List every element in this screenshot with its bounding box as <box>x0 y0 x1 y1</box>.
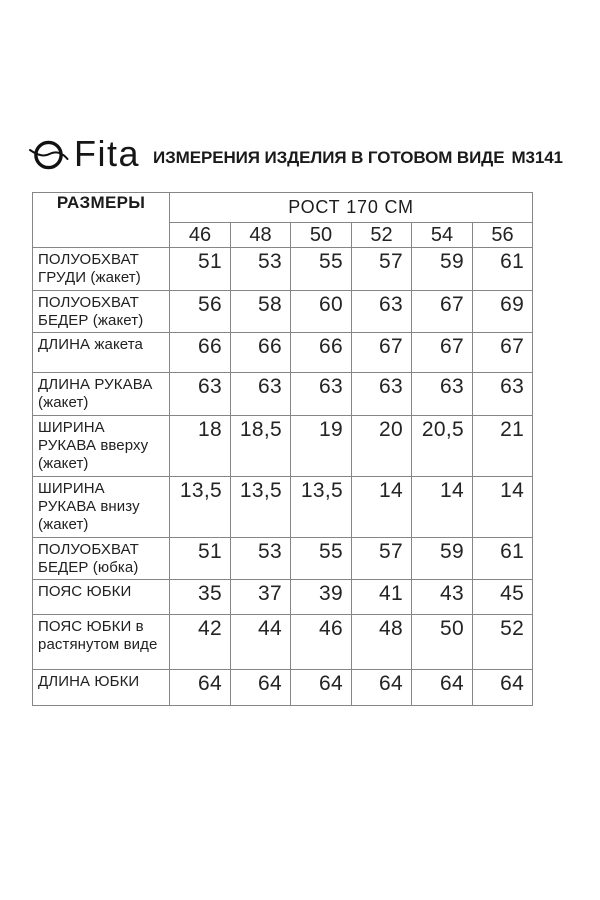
model-code: М3141 <box>511 147 563 167</box>
cell-value: 59 <box>411 536 473 581</box>
cell-value: 64 <box>290 669 352 707</box>
cell-value: 46 <box>290 614 352 671</box>
table-row: ПОЛУОБХВАТ ГРУДИ (жакет) 51 53 55 57 59 61 <box>32 247 534 291</box>
cell-value: 21 <box>471 414 534 477</box>
table-row: ПОЛУОБХВАТ БЕДЕР (жакет) 56 58 60 63 67 69 <box>32 289 534 334</box>
cell-value: 64 <box>169 669 231 707</box>
cell-value: 20,5 <box>411 414 473 477</box>
cell-value: 45 <box>471 579 534 616</box>
table-row: ШИРИНА РУКАВА внизу (жакет) 13,5 13,5 13,5 1… <box>32 475 534 538</box>
cell-value: 14 <box>351 475 412 538</box>
size-column-header: 54 <box>411 222 473 248</box>
row-label: ПОЛУОБХВАТ БЕДЕР (жакет) <box>32 289 170 334</box>
cell-value: 61 <box>471 536 534 581</box>
cell-value: 43 <box>411 579 473 616</box>
row-label: ПОЯС ЮБКИ в растянутом виде <box>32 614 170 671</box>
cell-value: 42 <box>169 614 231 671</box>
table-row: ДЛИНА ЮБКИ 64 64 64 64 64 64 <box>32 669 534 707</box>
cell-value: 58 <box>230 289 291 334</box>
table-header-row: РАЗМЕРЫ РОСТ 170 СМ <box>32 192 534 248</box>
row-label: ПОЯС ЮБКИ <box>32 579 170 616</box>
cell-value: 51 <box>169 536 231 581</box>
cell-value: 13,5 <box>290 475 352 538</box>
cell-value: 63 <box>471 372 534 416</box>
brand-name: Fita <box>74 133 141 174</box>
cell-value: 57 <box>351 536 412 581</box>
cell-value: 67 <box>411 289 473 334</box>
cell-value: 13,5 <box>169 475 231 538</box>
size-column-header: 46 <box>169 222 231 248</box>
table-row: ШИРИНА РУКАВА вверху (жакет) 18 18,5 19 20 20… <box>32 414 534 477</box>
corner-header-sizes: РАЗМЕРЫ <box>32 192 170 248</box>
size-table: РАЗМЕРЫ РОСТ 170 СМ 46 48 50 52 54 56 ПОЛУОБХ… <box>32 192 534 707</box>
cell-value: 63 <box>351 289 412 334</box>
cell-value: 66 <box>230 332 291 374</box>
cell-value: 14 <box>471 475 534 538</box>
cell-value: 66 <box>290 332 352 374</box>
cell-value: 63 <box>230 372 291 416</box>
table-row: ПОЯС ЮБКИ в растянутом виде 42 44 46 48 50 52 <box>32 614 534 671</box>
cell-value: 69 <box>471 289 534 334</box>
cell-value: 63 <box>351 372 412 416</box>
cell-value: 66 <box>169 332 231 374</box>
title-text: ИЗМЕРЕНИЯ ИЗДЕЛИЯ В ГОТОВОМ ВИДЕ <box>153 147 505 167</box>
cell-value: 48 <box>351 614 412 671</box>
size-column-header: 50 <box>290 222 352 248</box>
cell-value: 64 <box>471 669 534 707</box>
cell-value: 37 <box>230 579 291 616</box>
page-title: ИЗМЕРЕНИЯ ИЗДЕЛИЯ В ГОТОВОМ ВИДЕ М3141 <box>153 148 563 168</box>
table-row: ПОЯС ЮБКИ 35 37 39 41 43 45 <box>32 579 534 616</box>
cell-value: 63 <box>169 372 231 416</box>
cell-value: 39 <box>290 579 352 616</box>
cell-value: 57 <box>351 247 412 291</box>
cell-value: 63 <box>290 372 352 416</box>
cell-value: 35 <box>169 579 231 616</box>
size-column-header: 56 <box>471 222 534 248</box>
cell-value: 53 <box>230 247 291 291</box>
cell-value: 61 <box>471 247 534 291</box>
cell-value: 64 <box>230 669 291 707</box>
size-column-header: 52 <box>351 222 412 248</box>
height-group-header: РОСТ 170 СМ <box>168 192 534 223</box>
row-label: ПОЛУОБХВАТ ГРУДИ (жакет) <box>32 247 170 291</box>
cell-value: 59 <box>411 247 473 291</box>
cell-value: 50 <box>411 614 473 671</box>
cell-value: 67 <box>351 332 412 374</box>
cell-value: 14 <box>411 475 473 538</box>
cell-value: 19 <box>290 414 352 477</box>
cell-value: 18,5 <box>230 414 291 477</box>
cell-value: 55 <box>290 536 352 581</box>
row-label: ПОЛУОБХВАТ БЕДЕР (юбка) <box>32 536 170 581</box>
cell-value: 13,5 <box>230 475 291 538</box>
table-row: ПОЛУОБХВАТ БЕДЕР (юбка) 51 53 55 57 59 61 <box>32 536 534 581</box>
table-row: ДЛИНА РУКАВА (жакет) 63 63 63 63 63 63 <box>32 372 534 416</box>
cell-value: 53 <box>230 536 291 581</box>
row-label: ДЛИНА ЮБКИ <box>32 669 170 707</box>
cell-value: 64 <box>351 669 412 707</box>
size-header-row: 46 48 50 52 54 56 <box>33 222 534 248</box>
cell-value: 63 <box>411 372 473 416</box>
size-column-header: 48 <box>230 222 291 248</box>
row-label: ДЛИНА жакета <box>32 332 170 374</box>
cell-value: 52 <box>471 614 534 671</box>
cell-value: 51 <box>169 247 231 291</box>
row-label: ДЛИНА РУКАВА (жакет) <box>32 372 170 416</box>
cell-value: 64 <box>411 669 473 707</box>
row-label: ШИРИНА РУКАВА вверху (жакет) <box>32 414 170 477</box>
brand-logo-icon <box>29 135 69 175</box>
cell-value: 67 <box>411 332 473 374</box>
cell-value: 18 <box>169 414 231 477</box>
cell-value: 41 <box>351 579 412 616</box>
row-label: ШИРИНА РУКАВА внизу (жакет) <box>32 475 170 538</box>
cell-value: 44 <box>230 614 291 671</box>
table-row: ДЛИНА жакета 66 66 66 67 67 67 <box>32 332 534 374</box>
brand-header: Fita ИЗМЕРЕНИЯ ИЗДЕЛИЯ В ГОТОВОМ ВИДЕ М31… <box>29 133 563 175</box>
cell-value: 56 <box>169 289 231 334</box>
cell-value: 60 <box>290 289 352 334</box>
cell-value: 55 <box>290 247 352 291</box>
cell-value: 67 <box>471 332 534 374</box>
cell-value: 20 <box>351 414 412 477</box>
